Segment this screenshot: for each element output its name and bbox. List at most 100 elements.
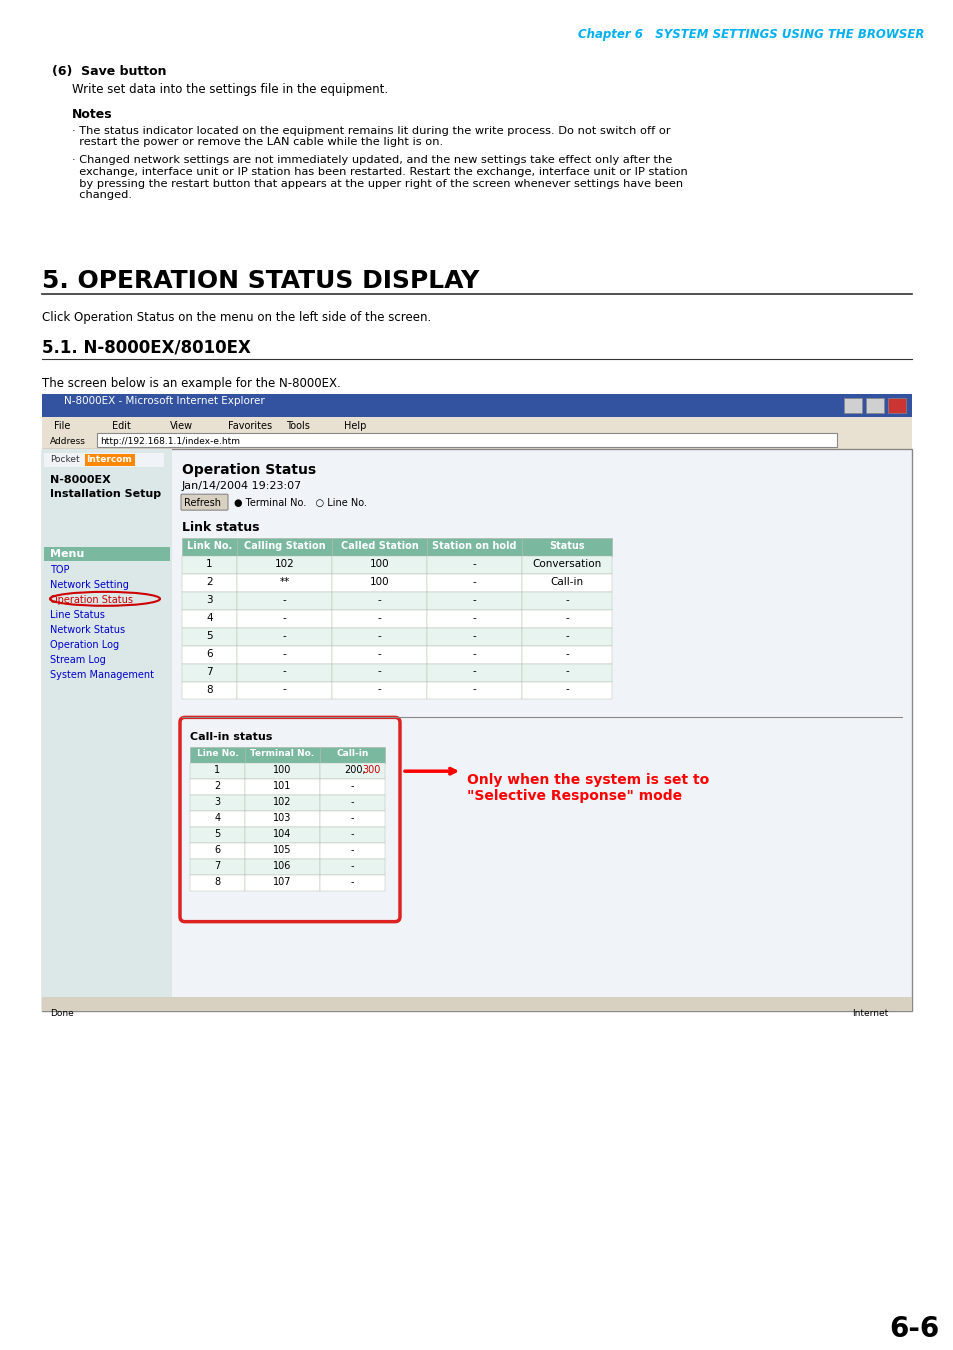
Text: -: - xyxy=(377,684,381,694)
Text: Line No.: Line No. xyxy=(196,749,238,759)
FancyBboxPatch shape xyxy=(319,795,385,811)
Text: 100: 100 xyxy=(370,559,389,568)
FancyBboxPatch shape xyxy=(181,494,228,510)
Text: 5. OPERATION STATUS DISPLAY: 5. OPERATION STATUS DISPLAY xyxy=(42,269,478,293)
Text: 103: 103 xyxy=(273,813,292,823)
Text: (6)  Save button: (6) Save button xyxy=(52,65,167,78)
FancyBboxPatch shape xyxy=(245,748,319,763)
Text: 106: 106 xyxy=(273,861,292,871)
FancyBboxPatch shape xyxy=(42,450,911,1011)
FancyBboxPatch shape xyxy=(521,682,612,699)
FancyBboxPatch shape xyxy=(182,682,236,699)
Text: Intercom: Intercom xyxy=(86,455,132,464)
FancyBboxPatch shape xyxy=(236,539,332,556)
FancyBboxPatch shape xyxy=(236,610,332,628)
FancyBboxPatch shape xyxy=(319,748,385,763)
Text: -: - xyxy=(377,630,381,641)
FancyBboxPatch shape xyxy=(521,574,612,591)
FancyBboxPatch shape xyxy=(521,664,612,682)
Text: Call-in status: Call-in status xyxy=(190,732,273,742)
FancyBboxPatch shape xyxy=(319,811,385,828)
Text: -: - xyxy=(377,648,381,659)
Text: -: - xyxy=(472,576,476,587)
Text: Operation Status: Operation Status xyxy=(182,463,315,478)
FancyBboxPatch shape xyxy=(190,875,245,891)
Text: -: - xyxy=(564,595,568,605)
FancyBboxPatch shape xyxy=(44,547,170,562)
Text: View: View xyxy=(170,421,193,432)
Text: -: - xyxy=(472,648,476,659)
Text: 5: 5 xyxy=(214,829,220,838)
FancyBboxPatch shape xyxy=(427,539,521,556)
Text: -: - xyxy=(351,829,354,838)
FancyBboxPatch shape xyxy=(427,574,521,591)
Text: 7: 7 xyxy=(214,861,220,871)
Text: -: - xyxy=(351,845,354,855)
Text: 8: 8 xyxy=(206,684,213,694)
Text: http://192.168.1.1/index-e.htm: http://192.168.1.1/index-e.htm xyxy=(100,437,240,447)
FancyBboxPatch shape xyxy=(182,574,236,591)
Text: Terminal No.: Terminal No. xyxy=(251,749,314,759)
FancyBboxPatch shape xyxy=(236,591,332,610)
FancyBboxPatch shape xyxy=(182,556,236,574)
FancyBboxPatch shape xyxy=(42,433,911,450)
Text: 3: 3 xyxy=(214,796,220,807)
FancyBboxPatch shape xyxy=(521,556,612,574)
FancyBboxPatch shape xyxy=(332,645,427,664)
FancyBboxPatch shape xyxy=(521,539,612,556)
FancyBboxPatch shape xyxy=(182,539,236,556)
FancyBboxPatch shape xyxy=(182,664,236,682)
Text: 7: 7 xyxy=(206,667,213,676)
Text: Network Setting: Network Setting xyxy=(50,580,129,590)
FancyBboxPatch shape xyxy=(236,664,332,682)
FancyBboxPatch shape xyxy=(236,574,332,591)
FancyBboxPatch shape xyxy=(190,763,245,779)
Text: 2: 2 xyxy=(214,782,220,791)
Text: Chapter 6   SYSTEM SETTINGS USING THE BROWSER: Chapter 6 SYSTEM SETTINGS USING THE BROW… xyxy=(577,28,923,40)
Text: 300: 300 xyxy=(362,765,380,775)
Text: -: - xyxy=(564,630,568,641)
Text: 8: 8 xyxy=(214,876,220,887)
Text: TOP: TOP xyxy=(50,564,70,575)
Text: 6: 6 xyxy=(206,648,213,659)
FancyBboxPatch shape xyxy=(190,779,245,795)
FancyBboxPatch shape xyxy=(42,998,911,1011)
FancyBboxPatch shape xyxy=(319,779,385,795)
Text: -: - xyxy=(282,630,286,641)
Text: -: - xyxy=(377,667,381,676)
Text: 4: 4 xyxy=(206,613,213,622)
FancyBboxPatch shape xyxy=(190,795,245,811)
Text: Network Status: Network Status xyxy=(50,625,125,634)
FancyBboxPatch shape xyxy=(245,795,319,811)
Text: -: - xyxy=(377,595,381,605)
Text: -: - xyxy=(472,559,476,568)
FancyBboxPatch shape xyxy=(332,610,427,628)
Text: 1: 1 xyxy=(214,765,220,775)
Text: 6: 6 xyxy=(214,845,220,855)
FancyBboxPatch shape xyxy=(332,591,427,610)
FancyBboxPatch shape xyxy=(236,628,332,645)
FancyBboxPatch shape xyxy=(42,450,172,1011)
FancyBboxPatch shape xyxy=(319,842,385,859)
Text: -: - xyxy=(472,613,476,622)
Text: Only when the system is set to
"Selective Response" mode: Only when the system is set to "Selectiv… xyxy=(467,774,708,803)
FancyBboxPatch shape xyxy=(245,842,319,859)
Text: · The status indicator located on the equipment remains lit during the write pro: · The status indicator located on the eq… xyxy=(71,126,670,147)
Text: Station on hold: Station on hold xyxy=(432,541,517,551)
Text: Operation Log: Operation Log xyxy=(50,640,119,649)
Text: 6-6: 6-6 xyxy=(888,1315,938,1343)
FancyBboxPatch shape xyxy=(44,454,164,467)
Text: Conversation: Conversation xyxy=(532,559,601,568)
FancyBboxPatch shape xyxy=(427,682,521,699)
Text: Called Station: Called Station xyxy=(340,541,418,551)
Text: Edit: Edit xyxy=(112,421,131,432)
FancyBboxPatch shape xyxy=(236,682,332,699)
FancyBboxPatch shape xyxy=(427,591,521,610)
Text: -: - xyxy=(351,813,354,823)
FancyBboxPatch shape xyxy=(182,645,236,664)
Text: 100: 100 xyxy=(273,765,292,775)
Text: Operation Status: Operation Status xyxy=(50,595,132,605)
Text: -: - xyxy=(351,861,354,871)
Text: -: - xyxy=(282,667,286,676)
Text: 4: 4 xyxy=(214,813,220,823)
